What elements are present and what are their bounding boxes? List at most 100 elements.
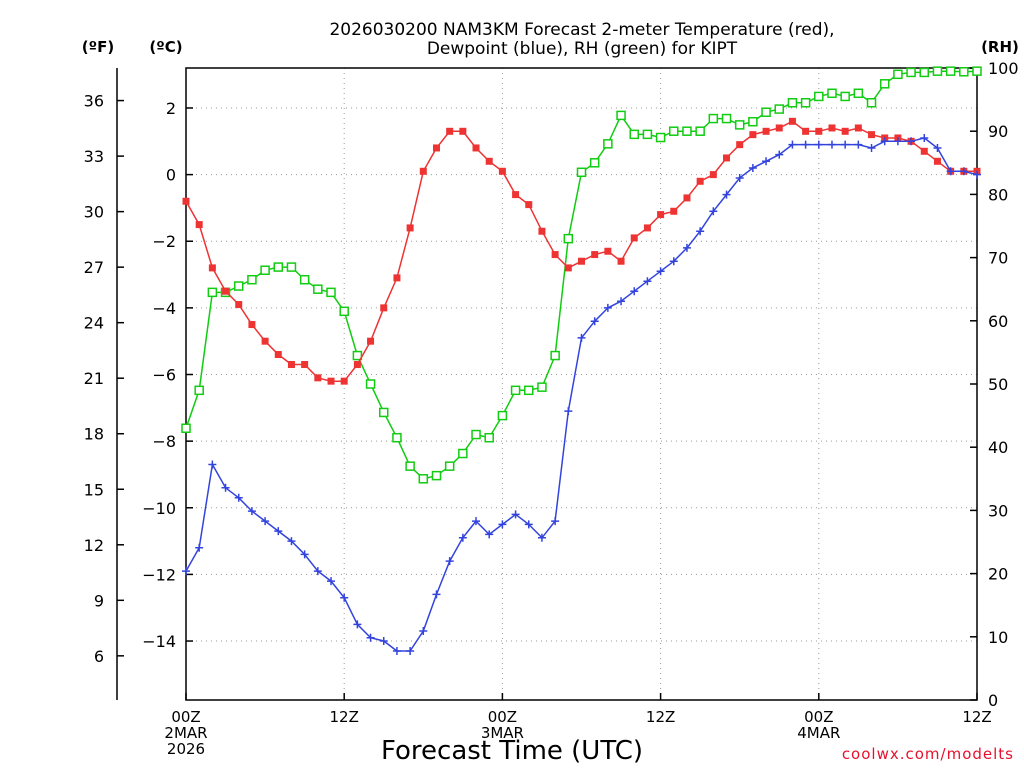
rh-point-31: [589, 158, 600, 168]
rh-point-42: [734, 120, 745, 130]
celsius-tick-label-1: 0: [166, 166, 176, 185]
2-meter-temperature-point-34: [630, 234, 638, 242]
rh-tick-label-7: 30: [988, 501, 1008, 520]
rh-point-30: [576, 167, 587, 178]
dewpoint-point-59: [959, 167, 968, 176]
2-meter-temperature-point-13: [353, 361, 361, 369]
rh-tick-label-3: 70: [988, 249, 1008, 268]
dewpoint-point-26: [524, 520, 533, 529]
fahrenheit-tick-label-7: 15: [84, 480, 104, 499]
dewpoint-point-25: [511, 510, 520, 519]
2-meter-temperature-point-37: [670, 207, 678, 215]
2-meter-temperature-point-43: [749, 131, 757, 139]
dewpoint-point-39: [696, 227, 705, 236]
dewpoint-point-1: [195, 543, 204, 552]
rh-point-14: [365, 379, 376, 389]
rh-point-33: [616, 110, 626, 121]
dewpoint-point-5: [247, 507, 256, 516]
rh-tick-label-0: 100: [988, 59, 1019, 78]
dewpoint-point-22: [472, 517, 481, 526]
celsius-tick-label-8: −14: [142, 632, 176, 651]
rh-tick-label-4: 60: [988, 312, 1008, 331]
2-meter-temperature-point-1: [195, 221, 203, 229]
time-tick-label-1-0: 12Z: [330, 708, 359, 726]
dewpoint-point-35: [643, 277, 652, 286]
2-meter-temperature-point-44: [762, 127, 770, 135]
2-meter-temperature-point-20: [446, 127, 454, 135]
2-meter-temperature-point-29: [564, 264, 572, 272]
2-meter-temperature-point-16: [393, 274, 401, 282]
rh-point-39: [695, 126, 705, 136]
rh-point-45: [774, 104, 784, 114]
fahrenheit-tick-label-8: 12: [84, 536, 104, 555]
rh-series: [181, 66, 982, 484]
dewpoint-point-58: [946, 167, 955, 176]
rh-point-47: [800, 98, 811, 108]
rh-point-46: [787, 98, 798, 108]
dewpoint-point-48: [814, 140, 823, 149]
dewpoint-point-47: [801, 140, 810, 149]
2-meter-temperature-point-46: [788, 117, 796, 125]
dewpoint-point-4: [234, 493, 243, 502]
rh-point-57: [932, 66, 943, 76]
2-meter-temperature-point-6: [261, 337, 269, 345]
rh-point-36: [655, 132, 666, 143]
grid-lines: [186, 68, 977, 700]
2-meter-temperature-point-24: [498, 167, 506, 175]
dewpoint-point-51: [854, 140, 863, 149]
source-credit: coolwx.com/modelts: [842, 745, 1014, 763]
fahrenheit-axis: 36 33 30 27 24 21 18 15 12 9 6: [84, 92, 124, 666]
rh-point-40: [708, 113, 719, 124]
dewpoint-point-56: [920, 133, 929, 142]
rh-point-9: [299, 274, 310, 285]
2-meter-temperature-point-47: [802, 127, 810, 135]
dewpoint-point-27: [537, 533, 546, 542]
dewpoint-point-11: [327, 577, 336, 586]
celsius-tick-label-7: −12: [142, 565, 176, 584]
dewpoint-point-24: [498, 520, 507, 529]
2-meter-temperature-point-5: [248, 321, 256, 329]
time-tick-label-5-0: 12Z: [962, 708, 991, 726]
rh-point-35: [642, 129, 653, 140]
rh-point-15: [379, 407, 389, 418]
celsius-axis-label: (ºC): [149, 38, 182, 56]
2-meter-temperature-point-48: [815, 127, 823, 135]
fahrenheit-tick-label-2: 30: [84, 203, 104, 222]
dewpoint-point-10: [313, 567, 322, 576]
dewpoint-point-29: [564, 407, 573, 416]
rh-point-5: [247, 274, 257, 285]
rh-tick-label-5: 50: [988, 375, 1008, 394]
celsius-axis: 2 0 −2 −4 −6 −8 −10 −12 −14: [142, 99, 193, 651]
rh-point-10: [313, 284, 323, 294]
2-meter-temperature-line: [185, 120, 977, 382]
rh-point-26: [524, 385, 534, 396]
rh-tick-label-2: 80: [988, 185, 1008, 204]
rh-point-43: [748, 116, 758, 127]
time-tick-label-0-0: 00Z: [171, 708, 200, 726]
2-meter-temperature-point-30: [578, 257, 585, 265]
rh-point-48: [814, 91, 824, 102]
rh-point-55: [906, 67, 916, 78]
dewpoint-point-14: [366, 633, 375, 642]
rh-point-17: [405, 461, 415, 471]
temperature-series: [182, 117, 981, 385]
dewpoint-point-28: [551, 517, 560, 526]
dewpoint-point-40: [709, 207, 718, 216]
2-meter-temperature-point-17: [406, 224, 414, 232]
fahrenheit-tick-label-0: 36: [84, 92, 104, 111]
rh-point-8: [286, 262, 297, 272]
dewpoint-point-3: [221, 483, 230, 492]
rh-point-32: [603, 139, 613, 149]
dewpoint-point-31: [590, 317, 599, 326]
celsius-tick-label-5: −8: [152, 432, 176, 451]
fahrenheit-tick-label-5: 21: [84, 369, 104, 388]
2-meter-temperature-point-7: [274, 351, 282, 359]
rh-point-16: [392, 432, 402, 443]
rh-point-23: [484, 432, 494, 443]
2-meter-temperature-point-50: [841, 127, 849, 135]
rh-point-50: [840, 91, 850, 102]
2-meter-temperature-point-38: [683, 194, 691, 202]
